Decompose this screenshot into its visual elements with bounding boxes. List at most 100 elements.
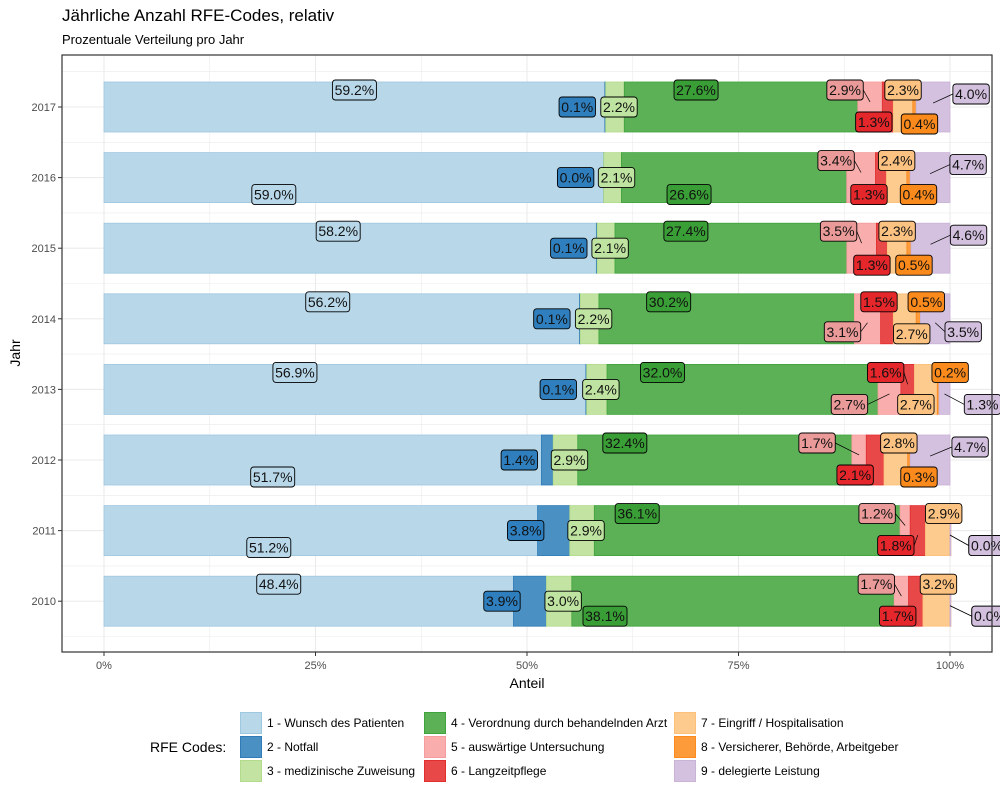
data-label: 0.1% [553,240,585,256]
leader-line [856,231,862,244]
data-label: 0.3% [903,469,935,485]
data-label-box [663,220,709,242]
data-label-box [582,605,628,627]
bar-segment [103,363,587,415]
data-label: 1.6% [870,364,902,380]
y-axis-title: Jahr [7,339,23,367]
data-label-box [550,237,588,259]
legend-label: 7 - Eingriff / Hospitalisation [701,716,844,730]
y-tick-label: 2017 [32,102,56,114]
data-label-box [858,503,896,525]
data-label-box [500,449,538,471]
legend-column: 4 - Verordnung durch behandelnden Arzt 5 … [424,711,667,783]
legend-column: 7 - Eingriff / Hospitalisation 8 - Versic… [674,711,898,783]
x-axis-title: Anteil [509,675,544,691]
legend-label: 5 - auswärtige Untersuchung [451,740,605,754]
data-label: 27.6% [676,82,716,98]
data-label: 4.7% [952,157,984,173]
data-label-box [315,220,361,242]
data-label-box [857,573,896,595]
data-label: 0.4% [903,187,935,203]
data-label: 1.3% [967,396,999,412]
data-label-box [907,291,945,313]
data-label-box [826,79,864,101]
data-label-box [582,378,620,400]
leader-line [853,160,862,173]
data-label-box [878,220,916,242]
data-label-box [931,361,969,383]
data-label: 30.2% [649,294,689,310]
x-tick-label: 75% [727,660,749,672]
chart-title: Jährliche Anzahl RFE-Codes, relativ [62,6,335,25]
data-label: 2.7% [896,326,928,342]
data-label-box [855,111,893,133]
data-label: 0.5% [910,294,942,310]
data-label-box [893,323,931,345]
data-label-box [949,224,988,246]
data-label-box [949,154,987,176]
bar-segment [621,152,848,204]
data-label: 2.8% [883,435,915,451]
data-label-box [963,393,1000,415]
bar-segment [103,505,538,557]
bar-segment [103,152,605,204]
data-label-box [951,436,989,458]
data-label-box [646,291,692,313]
data-label: 3.4% [820,153,852,169]
legend-swatch [240,736,262,758]
legend-swatch [674,760,696,782]
data-label: 2.3% [881,223,913,239]
legend-item: 9 - delegierte Leistung [674,759,898,783]
legend-label: 9 - delegierte Leistung [701,764,820,778]
data-label-box [640,361,685,383]
data-label-box [880,432,918,454]
data-label: 0.2% [934,364,966,380]
data-label: 32.4% [605,435,645,451]
legend-swatch [674,712,696,734]
data-label: 2.9% [829,82,861,98]
data-label: 59.0% [254,187,294,203]
data-label: 2.2% [603,99,635,115]
legend-swatch [674,736,696,758]
data-label: 3.9% [486,593,518,609]
data-label-box [952,83,990,105]
data-label: 2.9% [554,452,586,468]
data-label: 2.2% [578,311,610,327]
data-label: 4.0% [955,86,987,102]
data-label-box [614,503,660,525]
data-labels: 59.2% 0.1% 2.2% 27.6% 2.9% 1.3% 2.3% 0.4% 4.0% 59… [246,79,1000,627]
data-label-box [507,520,545,542]
data-label-box [925,503,963,525]
y-tick-label: 2014 [32,314,56,326]
data-label: 3.5% [947,324,979,340]
legend-label: 8 - Versicherer, Behörde, Arbeitgeber [701,740,899,754]
data-label: 2.9% [928,506,960,522]
chart-subtitle: Prozentuale Verteilung pro Jahr [62,32,245,47]
data-label-box [550,449,589,471]
data-label-box [853,254,891,276]
data-label-box [879,605,917,627]
data-label: 2.1% [601,170,633,186]
legend-item: 8 - Versicherer, Behörde, Arbeitgeber [674,735,898,759]
data-label: 2.3% [887,82,919,98]
leader-line [894,584,902,597]
data-label: 26.6% [669,187,709,203]
y-tick-label: 2013 [32,384,56,396]
data-label-box [272,361,318,383]
x-tick-label: 25% [304,660,326,672]
data-label-box [919,573,958,595]
bar-segment [623,81,859,133]
legend-column: 1 - Wunsch des Patienten 2 - Notfall 3 - m… [240,711,415,783]
y-tick-label: 2011 [32,526,56,538]
data-label: 59.2% [335,82,375,98]
data-label: 1.8% [880,538,912,554]
data-label-box [798,432,836,454]
data-label-box [600,96,638,118]
data-label: 1.7% [801,435,833,451]
leader-line [949,534,969,546]
bar-segment [614,222,848,274]
data-label: 4.6% [953,227,985,243]
legend-item: 5 - auswärtige Untersuchung [424,735,667,759]
data-label: 58.2% [318,223,358,239]
data-label: 1.4% [503,452,535,468]
